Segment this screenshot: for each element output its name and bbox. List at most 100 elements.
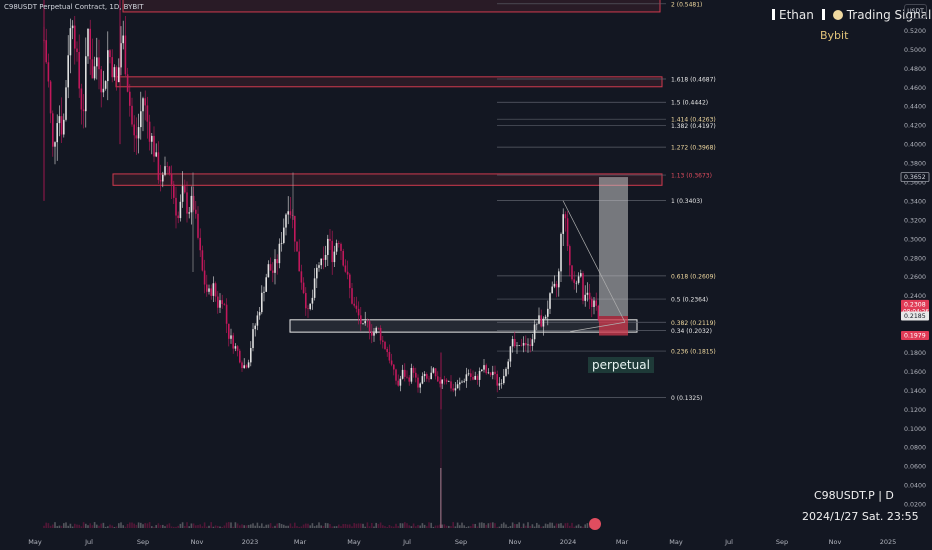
- candle-body: [368, 321, 371, 332]
- price-tick: 0.4600: [904, 85, 926, 92]
- candle-body: [219, 300, 221, 308]
- volume-bar: [265, 524, 267, 528]
- candle-body: [155, 152, 157, 157]
- candle-body: [199, 237, 201, 251]
- volume-bar: [478, 522, 481, 528]
- volume-bar: [366, 522, 369, 528]
- candle-body: [496, 374, 498, 386]
- candle-body: [186, 192, 188, 214]
- candle-body: [159, 179, 162, 182]
- volume-bar: [179, 523, 182, 528]
- volume-bar: [217, 525, 219, 528]
- price-label-text: 0.2308: [904, 301, 926, 308]
- volume-bar: [197, 525, 199, 528]
- currency-button[interactable]: USDT: [904, 4, 927, 19]
- time-tick: Nov: [509, 538, 522, 546]
- volume-bar: [566, 522, 569, 528]
- price-tick: 0.5000: [904, 47, 926, 54]
- candle-body: [91, 59, 94, 79]
- candle-body: [296, 241, 298, 252]
- candle-body: [399, 378, 402, 386]
- candle-body: [456, 384, 459, 389]
- candle-body: [164, 166, 166, 175]
- price-tick: 0.0800: [904, 445, 926, 452]
- candle-body: [514, 339, 516, 347]
- candle-body: [93, 66, 96, 79]
- zone-layer: [112, 0, 663, 333]
- candle-body: [441, 379, 443, 384]
- candle-body: [577, 276, 580, 283]
- volume-bar: [432, 526, 435, 528]
- volume-bar: [390, 526, 393, 528]
- candle-body: [434, 368, 437, 377]
- candle-body: [377, 327, 380, 329]
- fib-label: 1.5 (0.4442): [671, 100, 708, 107]
- volume-bar: [540, 526, 542, 528]
- candle-body: [250, 348, 252, 363]
- volume-bar: [406, 523, 408, 528]
- candle-body: [485, 365, 487, 374]
- candle-body: [118, 67, 120, 83]
- volume-bar: [575, 525, 578, 528]
- candle-body: [80, 88, 83, 110]
- volume-bar: [184, 525, 186, 528]
- candle-body: [129, 91, 131, 106]
- candle-body: [511, 339, 514, 347]
- candle-body: [100, 69, 102, 93]
- volume-bar: [346, 524, 349, 528]
- volume-bar: [256, 522, 259, 528]
- candle-body: [144, 98, 146, 106]
- candle-body: [203, 270, 206, 285]
- volume-bar: [267, 524, 270, 528]
- volume-bar: [547, 524, 549, 528]
- volume-bar: [289, 523, 292, 528]
- volume-bar: [52, 524, 54, 528]
- candle-body: [362, 323, 364, 324]
- candle-body: [373, 332, 375, 336]
- candle-body: [104, 81, 107, 89]
- volume-bar: [445, 525, 448, 528]
- volume-bar: [221, 526, 223, 528]
- volume-bar: [82, 522, 85, 528]
- volume-bar: [434, 525, 437, 528]
- volume-bar: [353, 523, 355, 528]
- candle-body: [208, 288, 210, 292]
- candle-body: [146, 105, 149, 122]
- candle-body: [214, 283, 217, 297]
- volume-bar: [520, 526, 523, 528]
- tradingview-logo-icon[interactable]: [589, 518, 601, 530]
- candle-body: [547, 308, 549, 317]
- volume-bar: [239, 525, 241, 528]
- volume-bar: [476, 526, 479, 528]
- candle-body: [492, 371, 494, 376]
- candle-body: [197, 213, 199, 238]
- time-tick: Nov: [191, 538, 204, 546]
- candle-body: [549, 293, 551, 309]
- candle-body: [294, 215, 296, 242]
- volume-bar: [500, 523, 503, 528]
- volume-bar: [549, 522, 551, 528]
- volume-bar: [538, 524, 540, 528]
- volume-bar: [428, 522, 430, 528]
- volume-bar: [555, 523, 558, 528]
- volume-bar: [516, 524, 518, 528]
- volume-bar: [335, 526, 338, 528]
- price-tick: 0.3000: [904, 236, 926, 243]
- candle-body: [423, 373, 426, 377]
- candle-body: [382, 340, 384, 342]
- candle-body: [500, 383, 503, 384]
- time-tick: May: [669, 538, 683, 546]
- price-tick: 0.5200: [904, 28, 926, 35]
- volume-bar: [441, 524, 443, 528]
- volume-bar: [263, 526, 265, 528]
- volume-bar: [577, 524, 580, 528]
- volume-bar: [485, 524, 487, 528]
- volume-bar: [234, 522, 237, 528]
- volume-bar: [309, 525, 311, 528]
- candle-body: [274, 259, 276, 273]
- candle-body: [571, 265, 573, 280]
- volume-bar: [173, 526, 175, 528]
- volume-bar: [210, 522, 212, 528]
- candle-body: [278, 243, 281, 264]
